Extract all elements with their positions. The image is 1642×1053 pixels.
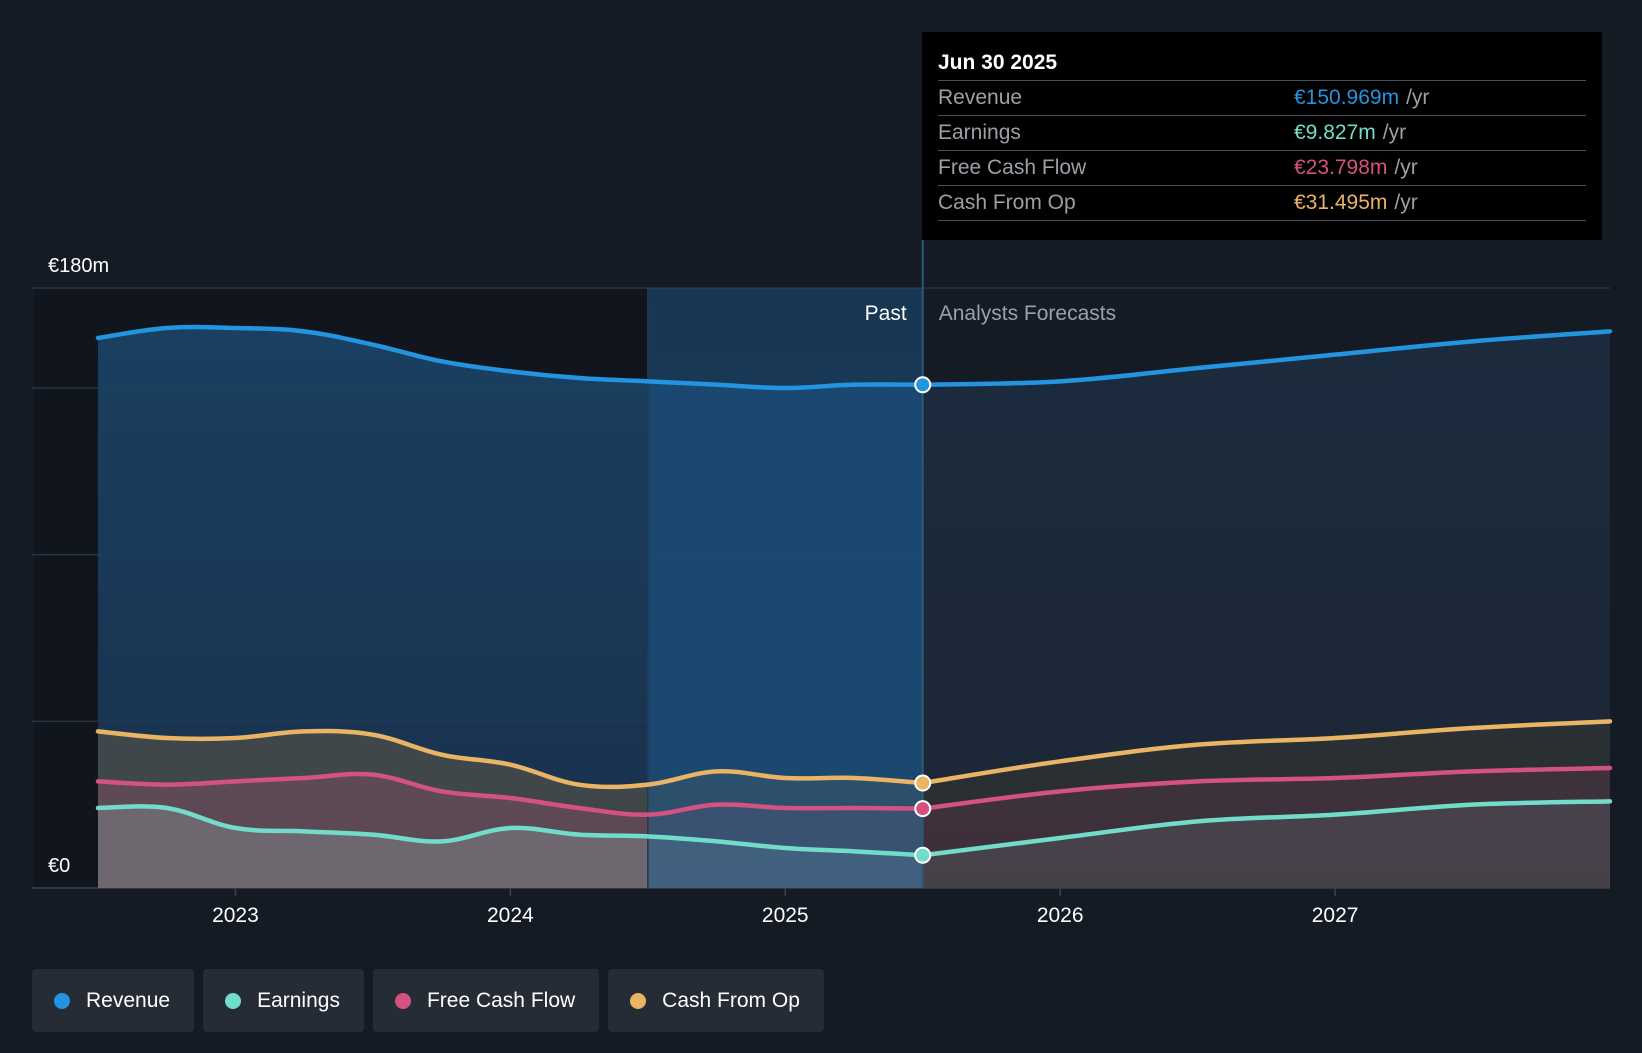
tooltip-label: Revenue xyxy=(938,86,1023,109)
tooltip: Jun 30 2025 Revenue €150.969m /yr Earnin… xyxy=(922,32,1602,240)
legend-label: Earnings xyxy=(257,988,340,1012)
tooltip-row-earnings: Earnings €9.827m /yr xyxy=(938,115,1586,150)
line-cash-from-op-past xyxy=(95,728,925,790)
tooltip-row-free-cash-flow: Free Cash Flow €23.798m /yr xyxy=(938,150,1586,185)
y-min-label: €0 xyxy=(48,855,70,877)
legend-label: Revenue xyxy=(86,988,171,1012)
x-tick-label: 2024 xyxy=(487,904,534,927)
tooltip-row-cash-from-op: Cash From Op €31.495m /yr xyxy=(938,185,1586,221)
legend-label: Cash From Op xyxy=(662,988,800,1012)
line-revenue-past xyxy=(95,324,925,391)
forecast-label: Analysts Forecasts xyxy=(939,302,1116,325)
marker-revenue xyxy=(914,376,932,394)
tooltip-value: €31.495m xyxy=(1294,191,1388,214)
tooltip-date: Jun 30 2025 xyxy=(938,51,1058,74)
marker-free-cash-flow xyxy=(914,800,932,818)
legend: Revenue Earnings Free Cash Flow Cash Fro… xyxy=(32,969,833,1032)
area-free-cash-flow-forecast xyxy=(922,768,1610,888)
area-earnings-forecast xyxy=(922,801,1610,888)
tooltip-row-revenue: Revenue €150.969m /yr xyxy=(938,80,1586,115)
past-label: Past xyxy=(865,302,907,325)
y-max-label: €180m xyxy=(48,255,109,277)
tooltip-label: Earnings xyxy=(938,121,1021,144)
legend-dot-icon xyxy=(394,992,411,1009)
area-cash-from-op-forecast xyxy=(922,721,1610,888)
legend-dot-icon xyxy=(54,992,70,1009)
legend-dot-icon xyxy=(225,992,242,1009)
highlight-band xyxy=(647,288,923,888)
legend-label: Free Cash Flow xyxy=(426,988,576,1012)
line-earnings-forecast xyxy=(920,799,1613,858)
legend-item-free-cash-flow[interactable]: Free Cash Flow xyxy=(372,969,600,1032)
line-free-cash-flow-forecast xyxy=(920,765,1613,811)
area-revenue-forecast xyxy=(922,331,1610,888)
legend-dot-icon xyxy=(630,992,647,1009)
tooltip-unit: /yr xyxy=(1394,156,1418,179)
marker-earnings xyxy=(914,846,932,864)
legend-item-revenue[interactable]: Revenue xyxy=(32,969,195,1032)
marker-cash-from-op xyxy=(914,774,932,792)
line-earnings-past xyxy=(95,804,925,858)
line-revenue-forecast xyxy=(920,329,1613,388)
x-tick-label: 2027 xyxy=(1312,904,1359,927)
tooltip-unit: /yr xyxy=(1382,121,1407,144)
x-tick-label: 2025 xyxy=(762,904,809,927)
tooltip-value: €23.798m xyxy=(1294,156,1388,179)
tooltip-value: €150.969m xyxy=(1294,86,1400,109)
legend-item-earnings[interactable]: Earnings xyxy=(203,969,364,1032)
x-tick-label: 2023 xyxy=(212,904,259,927)
legend-item-cash-from-op[interactable]: Cash From Op xyxy=(608,969,824,1032)
line-free-cash-flow-past xyxy=(95,771,925,817)
tooltip-unit: /yr xyxy=(1394,191,1418,214)
tooltip-value: €9.827m xyxy=(1294,121,1376,144)
x-tick-label: 2026 xyxy=(1037,904,1084,927)
tooltip-unit: /yr xyxy=(1406,86,1430,109)
tooltip-label: Cash From Op xyxy=(938,191,1076,214)
tooltip-label: Free Cash Flow xyxy=(938,156,1087,179)
line-cash-from-op-forecast xyxy=(920,719,1613,786)
